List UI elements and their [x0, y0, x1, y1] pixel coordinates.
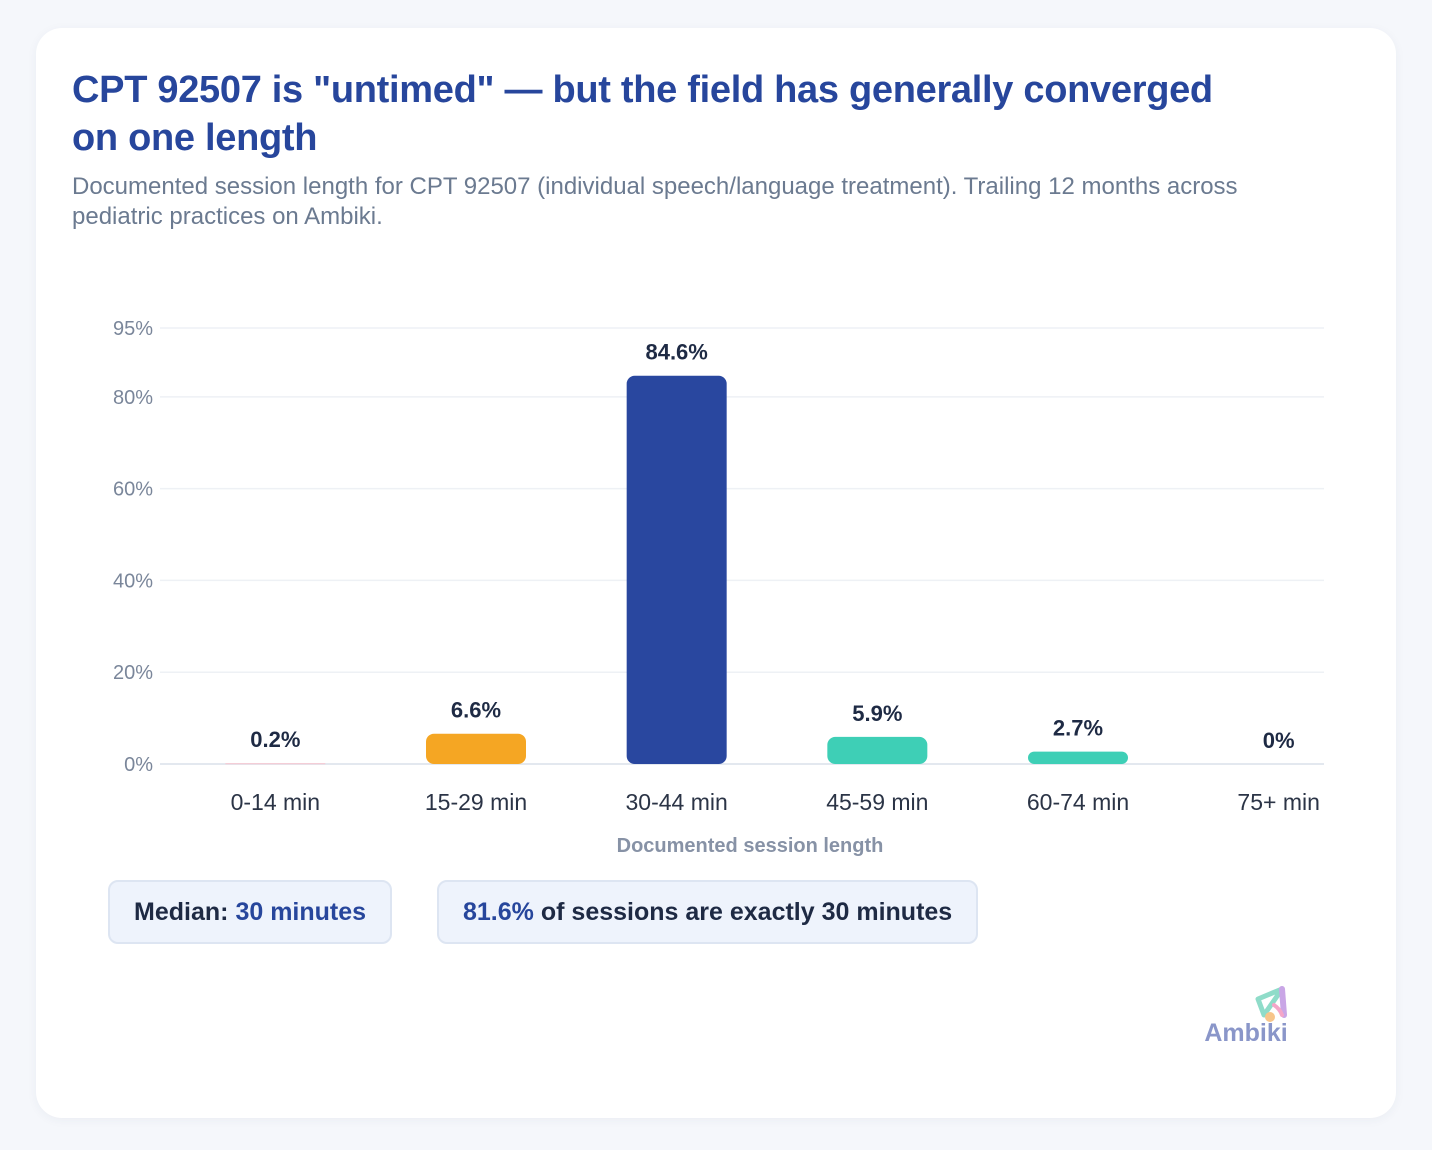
median-value: 30 minutes	[235, 897, 367, 926]
brand-name: Ambiki	[1204, 1019, 1288, 1047]
bar-value-label: 0%	[1263, 728, 1295, 753]
x-tick-label: 15-29 min	[425, 789, 527, 815]
bar-chart: 0% 20% 40% 60% 80% 95% 0.2% 0-14 min 6.6% 15-29 m…	[113, 318, 1324, 857]
chart-subtitle: Documented session length for CPT 92507 …	[72, 173, 1238, 230]
y-tick-label: 95%	[113, 318, 153, 340]
bar-30-44-min	[626, 375, 727, 764]
x-tick-label: 0-14 min	[231, 789, 320, 815]
median-stat-pill: Median: 30 minutes	[108, 880, 393, 944]
bar-value-label: 0.2%	[250, 727, 300, 752]
bar-value-label: 2.7%	[1053, 716, 1103, 741]
y-tick-label: 80%	[113, 387, 153, 409]
x-tick-label: 60-74 min	[1027, 789, 1129, 815]
bar-value-label: 84.6%	[645, 340, 707, 365]
bar-value-label: 5.9%	[852, 701, 902, 726]
x-tick-label: 45-59 min	[826, 789, 928, 815]
median-label: Median:	[134, 897, 229, 926]
x-tick-label: 30-44 min	[626, 789, 728, 815]
exact-30-text: of sessions are exactly 30 minutes	[540, 897, 953, 926]
y-tick-label: 20%	[113, 662, 153, 684]
x-tick-label: 75+ min	[1237, 789, 1319, 815]
y-tick-label: 40%	[113, 570, 153, 592]
bar-45-59-min	[827, 736, 928, 764]
y-tick-label: 60%	[113, 479, 153, 501]
ambiki-logo-icon	[1255, 986, 1287, 1022]
y-tick-label: 0%	[124, 754, 153, 776]
bar-0-14-min	[225, 763, 326, 765]
exact-30-value: 81.6%	[463, 897, 534, 926]
x-axis-label: Documented session length	[617, 835, 884, 857]
chart-title: CPT 92507 is "untimed" — but the field h…	[72, 69, 1213, 159]
exact-30-stat-pill: 81.6% of sessions are exactly 30 minutes	[437, 880, 979, 944]
bar-60-74-min	[1028, 751, 1128, 764]
bar-value-label: 6.6%	[451, 698, 501, 723]
bar-15-29-min	[426, 733, 526, 764]
ambiki-logo: Ambiki	[1196, 975, 1296, 1050]
